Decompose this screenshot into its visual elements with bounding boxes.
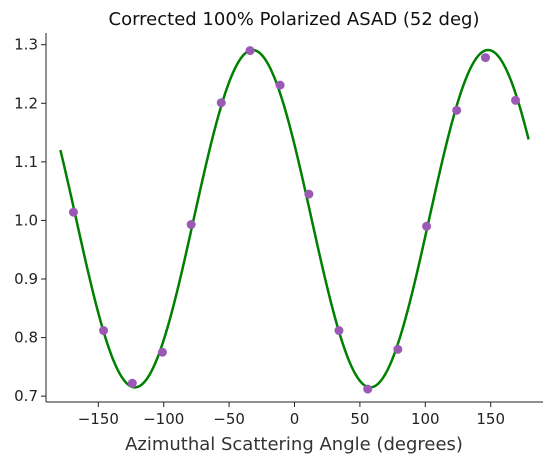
data-point	[68, 207, 78, 217]
y-tick-label: 0.8	[14, 329, 38, 347]
x-tick-label: 100	[411, 410, 440, 428]
x-tick-label: 0	[290, 410, 300, 428]
data-point	[275, 80, 285, 90]
y-tick-label: 1.2	[14, 94, 38, 112]
data-point	[186, 220, 196, 230]
data-point	[511, 95, 521, 105]
x-axis-title: Azimuthal Scattering Angle (degrees)	[125, 434, 463, 455]
data-point	[216, 98, 226, 108]
x-tick-label: −50	[213, 410, 245, 428]
data-point	[157, 347, 167, 357]
y-ticks: 0.7 0.8 0.9 1.0 1.1 1.2 1.3	[14, 36, 46, 405]
y-tick-label: 1.1	[14, 153, 38, 171]
data-point	[99, 326, 109, 336]
y-tick-label: 1.0	[14, 211, 38, 229]
data-point	[452, 105, 462, 115]
data-point	[304, 189, 314, 199]
data-point	[480, 53, 490, 63]
x-tick-label: −150	[78, 410, 119, 428]
data-point	[363, 384, 373, 394]
data-point	[422, 221, 432, 231]
y-tick-label: 0.7	[14, 387, 38, 405]
fit-curve	[59, 48, 530, 389]
y-tick-label: 0.9	[14, 270, 38, 288]
x-ticks: −150 −100 −50 0 50 100 150	[78, 402, 505, 428]
data-point	[127, 378, 137, 388]
x-tick-label: −100	[143, 410, 184, 428]
data-point	[334, 326, 344, 336]
x-tick-label: 150	[476, 410, 505, 428]
data-point	[245, 46, 255, 56]
chart-title: Corrected 100% Polarized ASAD (52 deg)	[109, 9, 480, 30]
data-point	[393, 344, 403, 354]
data-points-group	[68, 46, 521, 394]
fit-line-group	[59, 48, 530, 389]
x-tick-label: 50	[350, 410, 369, 428]
y-tick-label: 1.3	[14, 36, 38, 54]
